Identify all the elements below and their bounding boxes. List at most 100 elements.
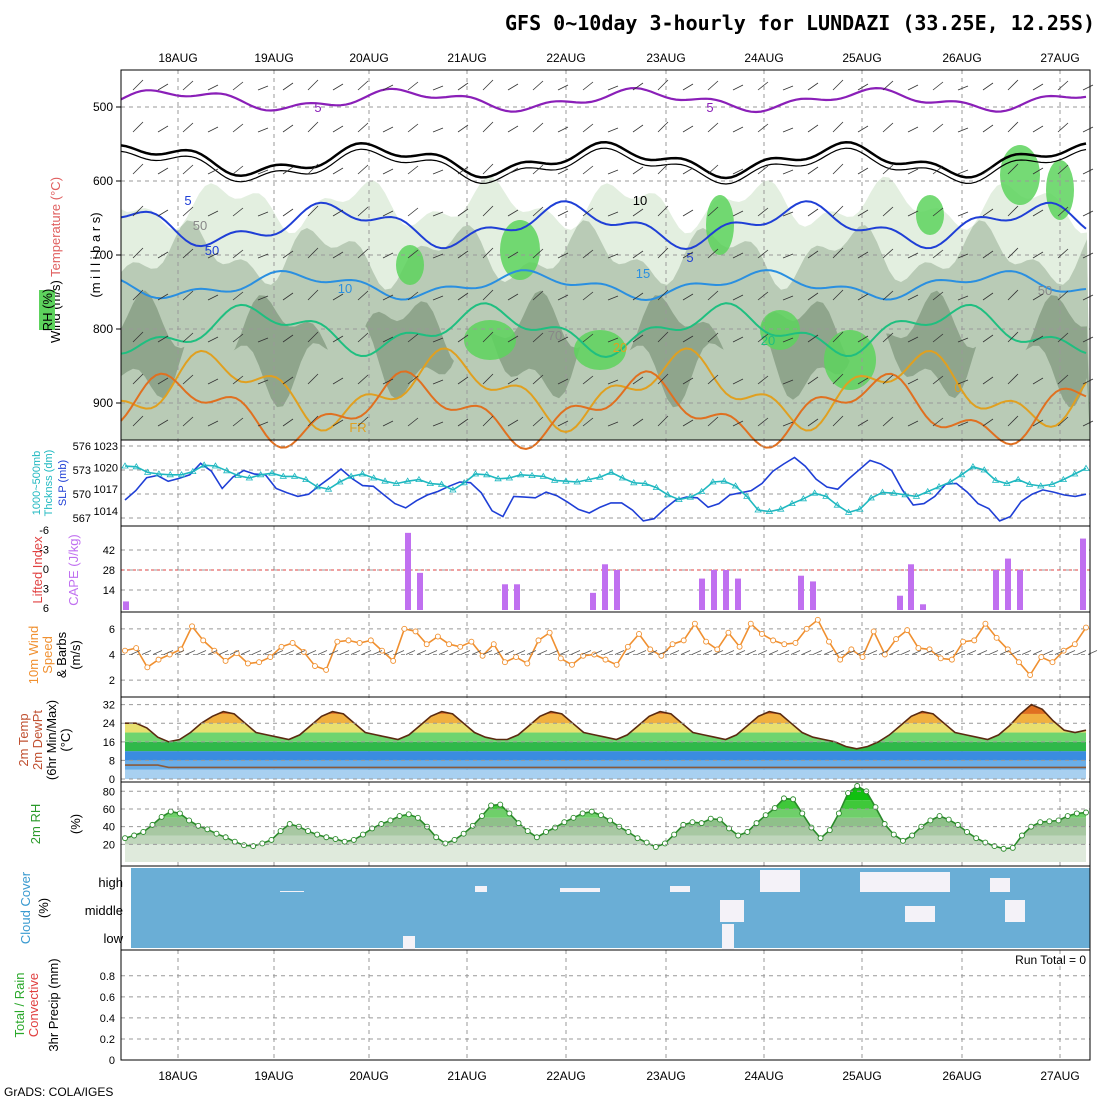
rh-line-point <box>552 824 559 831</box>
wind-barb <box>807 250 819 259</box>
surface-wind-barb <box>1021 650 1032 655</box>
wind-barb <box>407 333 419 343</box>
date-label-top: 18AUG <box>158 51 197 65</box>
wind-barb <box>632 292 644 301</box>
wind-barb <box>407 165 419 175</box>
surface-wind-barb <box>702 650 713 655</box>
surface-wind-barb <box>889 650 900 655</box>
date-label-top: 21AUG <box>447 51 486 65</box>
thickness-line-point <box>234 471 242 478</box>
wind-barb <box>707 122 719 133</box>
li-tick-label: -3 <box>39 545 49 557</box>
pressure-tick-label: 600 <box>93 174 113 188</box>
wind-barb <box>682 293 694 301</box>
freezing-level-contour <box>120 140 1087 180</box>
wind-barb <box>457 250 469 259</box>
rh-line-point <box>176 810 183 817</box>
thickness-line-point <box>946 478 955 485</box>
thickness-line-point <box>1003 479 1011 486</box>
rh-green-patch <box>1000 145 1040 205</box>
wind-barb <box>1057 206 1069 217</box>
thickness-line-point <box>777 505 785 512</box>
wind-speed-line-point <box>401 625 408 632</box>
surface-wind-barb <box>1010 650 1021 655</box>
rh-line-point <box>451 836 458 843</box>
contour-label: FR <box>349 420 366 435</box>
wind-barb <box>882 80 894 91</box>
wind-barb <box>207 252 219 259</box>
surface-wind-barb <box>416 650 427 655</box>
surface-wind-barb <box>141 650 152 655</box>
wind-barb <box>257 253 269 259</box>
contour-label: 10 <box>633 193 647 208</box>
surface-wind-barb <box>1076 650 1087 655</box>
cape-bar <box>602 564 608 610</box>
wind-barb <box>632 82 644 91</box>
surface-wind-barb <box>812 650 823 655</box>
wind-barb <box>532 206 544 217</box>
rh-green-patch <box>464 320 516 360</box>
cape-bar <box>723 570 729 610</box>
wind-speed-line-point <box>993 634 1000 641</box>
surface-wind-barb <box>218 650 229 655</box>
temp-tick-label: 24 <box>103 718 115 730</box>
wind-barb <box>332 335 344 343</box>
thickness-line-point <box>347 472 355 479</box>
wind-speed-line-point <box>434 633 441 640</box>
rh-line-point <box>716 816 723 823</box>
rh-line-point <box>726 825 733 832</box>
cloud-cover-block <box>280 891 304 892</box>
rh-line-point <box>259 840 266 847</box>
wind-barb <box>307 289 319 301</box>
wind-barb <box>1007 79 1019 91</box>
thickness-line-point <box>980 466 988 473</box>
wind-speed-line-point <box>278 643 285 650</box>
thickness-line-point <box>415 475 423 482</box>
date-label-top: 19AUG <box>254 51 293 65</box>
wind-barb <box>182 332 194 343</box>
surface-wind-barb <box>240 650 251 655</box>
wind-barb <box>407 81 419 91</box>
wind-barb <box>532 374 544 385</box>
wind-barb <box>657 79 669 91</box>
cape-bar <box>699 578 705 610</box>
wind-barb <box>882 290 894 301</box>
wind-speed-line-point <box>792 640 799 646</box>
surface-wind-barb <box>1032 650 1043 655</box>
wind-barb <box>582 333 594 343</box>
thickness-line-point <box>268 469 276 476</box>
wind-barb <box>307 415 319 427</box>
freezing-level-contour <box>120 147 1087 185</box>
wind-barb <box>307 121 319 133</box>
wind-barb <box>757 249 769 259</box>
wind-barb <box>157 293 169 301</box>
date-label-top: 20AUG <box>349 51 388 65</box>
wind-barb <box>707 80 719 91</box>
wind-barb <box>607 169 619 175</box>
wind-barb <box>807 208 819 217</box>
wind-barb <box>607 337 619 343</box>
surface-wind-barb <box>328 650 339 655</box>
rh-line-point <box>634 835 641 842</box>
thickness-line-point <box>426 479 434 486</box>
rh-line-point <box>488 802 495 809</box>
rh-band <box>125 800 1086 809</box>
rh-green-patch <box>760 310 800 350</box>
wind-speed-line-point <box>915 645 922 652</box>
contour-label: 50 <box>193 218 207 233</box>
wind-barb <box>282 208 294 217</box>
rh-line-point <box>744 829 751 835</box>
wind-barb <box>157 335 169 343</box>
wind-barb <box>557 252 569 259</box>
wind-barb <box>332 209 344 217</box>
wind-speed-line-point <box>647 646 654 653</box>
rh-line-point <box>607 817 614 824</box>
wind-barb <box>1032 419 1044 427</box>
surface-wind-barb <box>944 650 955 655</box>
wind-barb <box>457 166 469 175</box>
contour-label: 5 <box>184 193 191 208</box>
surface-wind-barb <box>977 650 988 655</box>
rh-line-point <box>936 813 943 819</box>
thickness-line-point <box>550 476 559 483</box>
thickness-line-point <box>516 471 525 478</box>
